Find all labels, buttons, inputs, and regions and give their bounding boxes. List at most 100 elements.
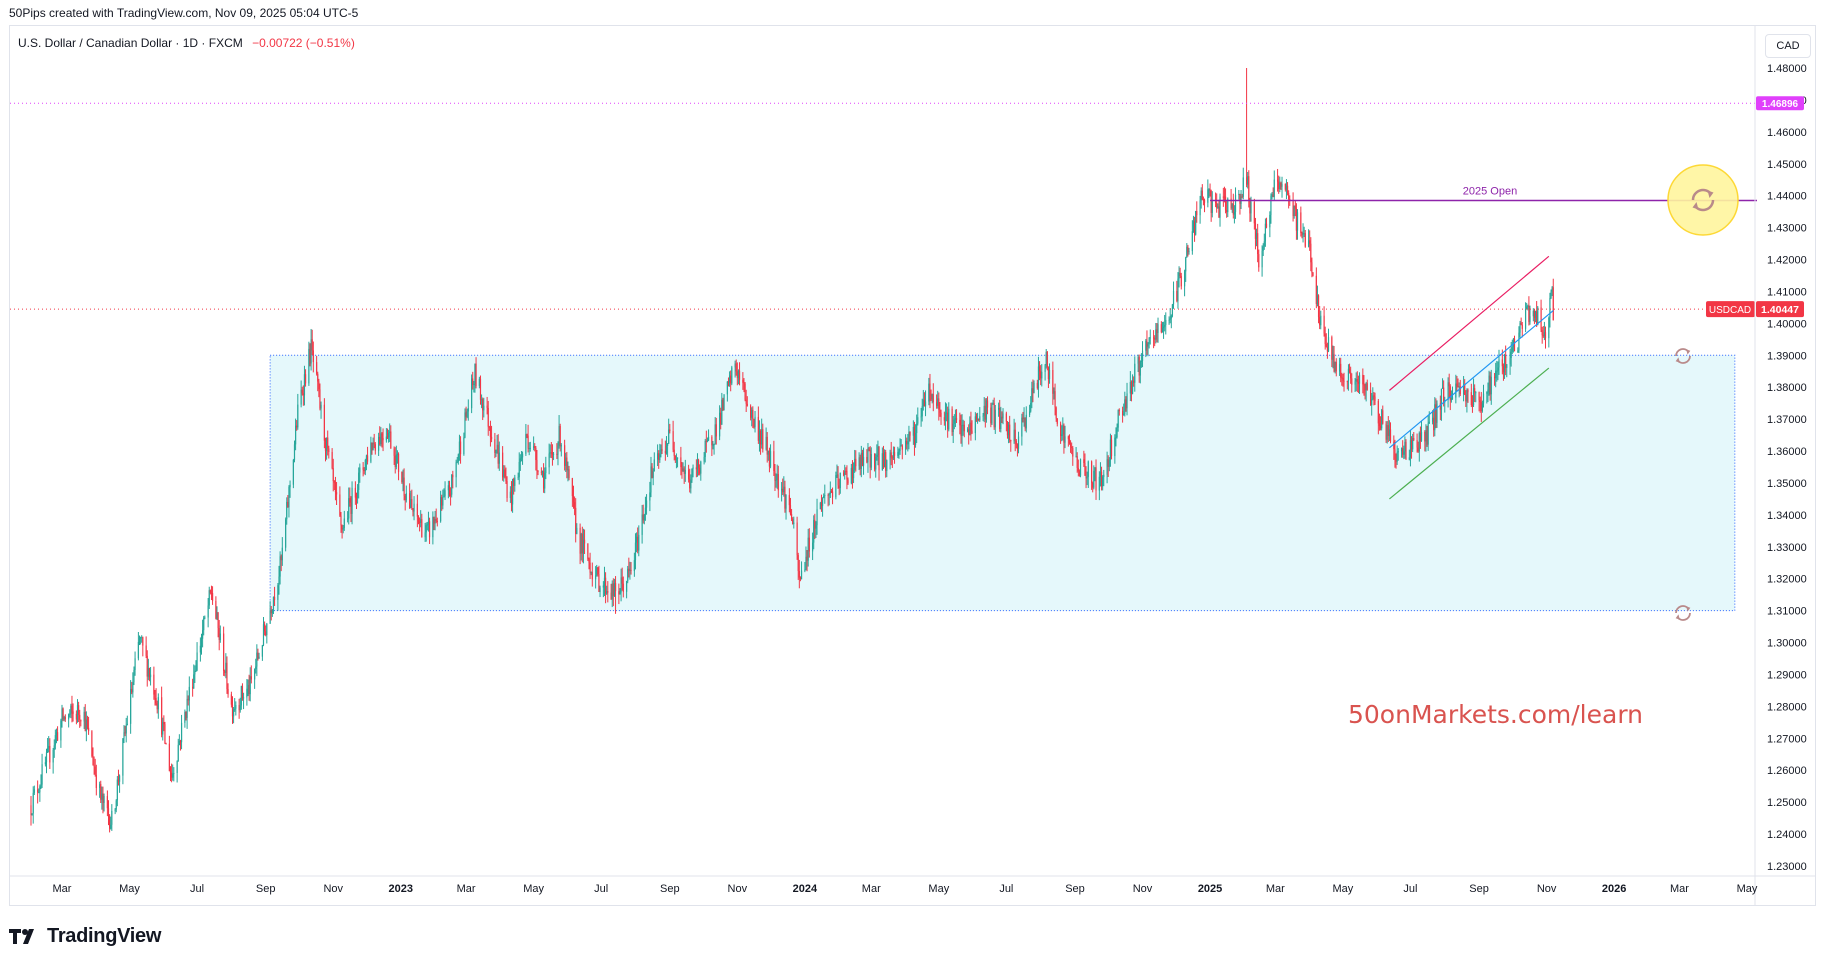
candle-body bbox=[797, 555, 799, 572]
candle-body bbox=[494, 439, 496, 454]
candle-body bbox=[395, 454, 397, 467]
sync-icon-highlight[interactable] bbox=[1691, 188, 1715, 212]
candle-body bbox=[33, 789, 35, 793]
candle-body bbox=[1234, 194, 1237, 212]
candle-body bbox=[610, 592, 612, 600]
candle-body bbox=[413, 503, 415, 512]
candle-body bbox=[173, 773, 175, 775]
candle-body bbox=[737, 370, 740, 378]
candle-body bbox=[1177, 278, 1179, 301]
candle-body bbox=[486, 405, 488, 408]
candle-body bbox=[333, 481, 335, 483]
candle-body bbox=[1200, 190, 1202, 201]
candle-body bbox=[923, 399, 926, 407]
candle-body bbox=[602, 585, 604, 588]
candle-body bbox=[673, 449, 675, 456]
candle-body bbox=[489, 427, 492, 437]
candle-body bbox=[1385, 423, 1387, 440]
x-tick-label: Jul bbox=[999, 883, 1013, 895]
candle-body bbox=[502, 452, 504, 478]
candle-body bbox=[738, 370, 741, 380]
candle-body bbox=[695, 467, 697, 470]
candle-body bbox=[1475, 392, 1477, 394]
candle-body bbox=[893, 451, 896, 456]
candle-body bbox=[1055, 407, 1057, 419]
candle-body bbox=[238, 704, 240, 711]
candle-body bbox=[828, 493, 830, 496]
x-tick-label: Nov bbox=[728, 883, 748, 895]
candle-body bbox=[908, 431, 910, 442]
y-tick-label: 1.48000 bbox=[1767, 63, 1807, 75]
candle-body bbox=[168, 743, 170, 772]
candle-body bbox=[56, 732, 59, 741]
candle-body bbox=[68, 714, 70, 720]
channel-mid-line[interactable] bbox=[1389, 310, 1554, 449]
candle-body bbox=[1054, 391, 1056, 408]
candle-body bbox=[169, 771, 172, 773]
candle-body bbox=[799, 577, 802, 580]
candle-body bbox=[323, 404, 325, 441]
candle-body bbox=[1403, 451, 1405, 455]
candle-body bbox=[1155, 329, 1157, 340]
x-tick-label: Nov bbox=[323, 883, 343, 895]
candle-body bbox=[270, 610, 272, 614]
candle-body bbox=[808, 537, 810, 552]
candle-body bbox=[124, 732, 126, 734]
candle-body bbox=[583, 539, 586, 544]
candle-body bbox=[952, 423, 954, 433]
candle-body bbox=[986, 400, 989, 408]
candle-body bbox=[164, 724, 166, 744]
candle-body bbox=[1032, 388, 1034, 393]
candle-body bbox=[483, 405, 485, 411]
candle-body bbox=[1418, 432, 1420, 452]
candle-body bbox=[53, 745, 55, 750]
candle-body bbox=[1000, 416, 1002, 429]
candle-body bbox=[109, 815, 111, 829]
candle-body bbox=[761, 429, 763, 445]
candle-body bbox=[1280, 182, 1282, 187]
range-box[interactable] bbox=[269, 354, 1736, 612]
candle-body bbox=[1272, 194, 1274, 198]
candle-body bbox=[1425, 430, 1427, 442]
candle-body bbox=[1216, 202, 1218, 208]
candle-body bbox=[154, 694, 156, 698]
candle-body bbox=[1022, 417, 1024, 419]
candle-body bbox=[1241, 196, 1243, 198]
sync-icon-box-top[interactable] bbox=[1675, 348, 1691, 364]
candle-body bbox=[279, 556, 281, 577]
candle-body bbox=[1183, 271, 1186, 287]
candle-body bbox=[634, 542, 637, 561]
candle-body bbox=[1503, 355, 1506, 373]
candle-body bbox=[487, 407, 489, 427]
candle-body bbox=[1303, 233, 1305, 235]
candle-body bbox=[1388, 429, 1391, 437]
x-tick-label: May bbox=[1333, 883, 1354, 895]
symbol-title: U.S. Dollar / Canadian Dollar · 1D · FXC… bbox=[18, 36, 243, 50]
tradingview-logo[interactable]: TradingView bbox=[9, 925, 161, 948]
candle-body bbox=[1436, 403, 1438, 423]
candle-body bbox=[743, 382, 745, 384]
candle-body bbox=[1037, 366, 1040, 389]
candle-body bbox=[1118, 410, 1120, 412]
candle-body bbox=[876, 454, 878, 457]
candle-body bbox=[1231, 203, 1233, 209]
candle-body bbox=[579, 527, 581, 554]
candle-body bbox=[753, 418, 755, 428]
candle-body bbox=[607, 591, 609, 593]
currency-button[interactable]: CAD bbox=[1765, 34, 1811, 58]
candle-body bbox=[87, 727, 90, 732]
candle-body bbox=[402, 477, 404, 483]
candle-body bbox=[1513, 338, 1516, 352]
candle-body bbox=[928, 383, 930, 402]
sync-icon-box-bottom[interactable] bbox=[1675, 605, 1691, 621]
candle-body bbox=[533, 446, 535, 448]
candle-body bbox=[271, 609, 273, 614]
channel-lower-line[interactable] bbox=[1389, 367, 1550, 500]
candle-body bbox=[1331, 337, 1333, 360]
candle-body bbox=[366, 455, 369, 462]
candle-body bbox=[1257, 233, 1259, 255]
channel-upper-line[interactable] bbox=[1389, 255, 1550, 391]
candle-body bbox=[1472, 388, 1475, 406]
candle-body bbox=[1188, 251, 1190, 253]
